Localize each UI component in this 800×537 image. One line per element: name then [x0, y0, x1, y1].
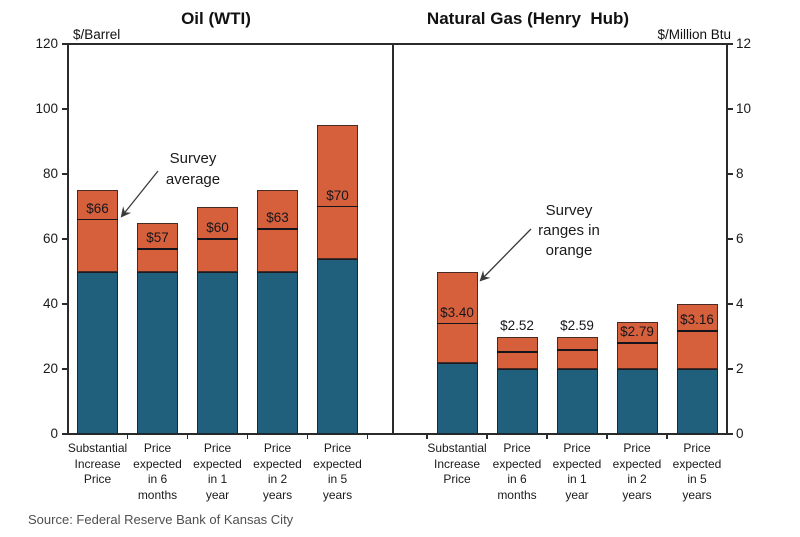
bar-value-label: $2.79 — [620, 324, 654, 340]
y-axis-tick — [727, 43, 733, 45]
survey-range-segment — [676, 304, 718, 369]
bar-value-label: $57 — [146, 229, 169, 245]
x-axis-tick — [186, 434, 189, 439]
bar-value-label: $60 — [206, 220, 229, 235]
base-price-segment — [676, 369, 718, 434]
base-price-segment — [137, 271, 178, 434]
bar-value-label: $2.52 — [500, 317, 534, 333]
bar-value-label: $63 — [266, 210, 289, 226]
base-price-segment — [77, 271, 118, 434]
y-axis-tick — [62, 433, 68, 435]
y-axis-tick — [62, 238, 68, 240]
y-axis-tick — [727, 433, 733, 435]
x-axis-tick — [366, 434, 369, 439]
y-axis-tick-label: 10 — [736, 101, 752, 116]
y-axis-tick — [727, 238, 733, 240]
x-axis-tick — [246, 434, 249, 439]
x-axis-tick — [546, 434, 548, 439]
x-axis-tick — [306, 434, 309, 439]
category-label: Substantial Increase Price — [67, 441, 128, 486]
survey-average-line — [77, 218, 118, 221]
plot-baseline — [67, 432, 728, 435]
category-label: Price expected in 2 years — [253, 441, 302, 502]
survey-average-annotation: Survey average — [165, 150, 221, 188]
panel-divider-line — [392, 43, 394, 434]
base-price-segment — [556, 369, 598, 434]
survey-average-line — [137, 247, 178, 250]
survey-average-line — [436, 322, 478, 325]
survey-ranges-annotation: Survey ranges in orange — [538, 202, 600, 259]
bar-value-label: $3.16 — [680, 312, 714, 328]
y-axis-tick — [727, 108, 733, 110]
y-axis-tick — [62, 108, 68, 110]
survey-range-segment — [77, 190, 118, 272]
oil-panel-title: Oil (WTI) — [181, 9, 251, 28]
base-price-segment — [197, 271, 238, 434]
y-axis-tick-label: 100 — [35, 101, 58, 116]
survey-range-segment — [616, 321, 658, 369]
y-axis-tick-label: 2 — [736, 361, 744, 376]
category-label: Price expected in 6 months — [492, 441, 542, 502]
bar-value-label: $66 — [86, 200, 109, 216]
x-axis-tick — [426, 434, 428, 439]
category-label: Price expected in 1 year — [552, 441, 602, 502]
survey-range-segment — [137, 222, 178, 272]
survey-average-line — [317, 205, 358, 208]
y-axis-tick-label: 40 — [42, 296, 58, 311]
survey-average-line — [197, 238, 238, 240]
y-axis-tick — [727, 303, 733, 305]
survey-average-line — [556, 348, 598, 351]
y-axis-tick — [62, 368, 68, 370]
x-axis-tick — [126, 434, 129, 439]
base-price-segment — [496, 369, 538, 434]
gas-panel-title: Natural Gas (Henry Hub) — [426, 9, 630, 28]
x-axis-tick — [606, 434, 608, 439]
y-axis-tick-label: 80 — [42, 166, 58, 181]
bar-value-label: $2.59 — [560, 317, 594, 333]
survey-range-segment — [556, 336, 598, 369]
category-label: Price expected in 5 years — [672, 441, 722, 502]
y-axis-tick-label: 8 — [736, 166, 744, 181]
y-axis-tick — [62, 303, 68, 305]
y-axis-tick-label: 0 — [50, 426, 58, 441]
survey-range-segment — [436, 271, 478, 363]
category-label: Price expected in 2 years — [612, 441, 662, 502]
plot-top-border — [67, 43, 728, 45]
y-axis-tick-label: 120 — [35, 36, 58, 51]
category-label: Price expected in 6 months — [133, 441, 182, 502]
source-attribution: Source: Federal Reserve Bank of Kansas C… — [28, 512, 294, 527]
category-label: Substantial Increase Price — [427, 441, 487, 486]
y-axis-tick-label: 20 — [42, 361, 58, 376]
bar-value-label: $3.40 — [440, 304, 474, 320]
y-axis-tick — [727, 368, 733, 370]
survey-average-line — [496, 351, 538, 353]
survey-range-segment — [317, 125, 358, 259]
bar-value-label: $70 — [326, 187, 349, 203]
y-axis-tick-label: 12 — [736, 36, 752, 51]
y-axis-tick — [727, 173, 733, 175]
oil-unit-label: $/Barrel — [73, 27, 121, 42]
survey-range-segment — [257, 190, 298, 272]
survey-average-line — [257, 228, 298, 231]
base-price-segment — [616, 369, 658, 434]
base-price-segment — [317, 258, 358, 434]
x-axis-tick — [486, 434, 488, 439]
category-label: Price expected in 5 years — [313, 441, 362, 502]
y-axis-tick — [62, 43, 68, 45]
gas-unit-label: $/Million Btu — [657, 27, 731, 42]
x-axis-tick — [666, 434, 668, 439]
y-axis-tick-label: 4 — [736, 296, 744, 311]
y-axis-tick-label: 0 — [736, 426, 744, 441]
category-label: Price expected in 1 year — [193, 441, 242, 502]
base-price-segment — [257, 271, 298, 434]
survey-average-line — [616, 342, 658, 345]
y-axis-tick — [62, 173, 68, 175]
base-price-segment — [436, 362, 478, 434]
y-axis-tick-label: 6 — [736, 231, 744, 246]
y-axis-tick-label: 60 — [42, 231, 58, 246]
survey-average-line — [676, 330, 718, 333]
